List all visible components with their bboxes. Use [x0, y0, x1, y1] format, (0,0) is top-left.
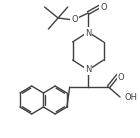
Text: N: N	[85, 64, 91, 74]
Text: O: O	[100, 2, 107, 11]
Text: O: O	[118, 72, 124, 82]
Text: OH: OH	[125, 94, 138, 103]
Text: O: O	[71, 14, 78, 23]
Text: N: N	[85, 29, 91, 38]
